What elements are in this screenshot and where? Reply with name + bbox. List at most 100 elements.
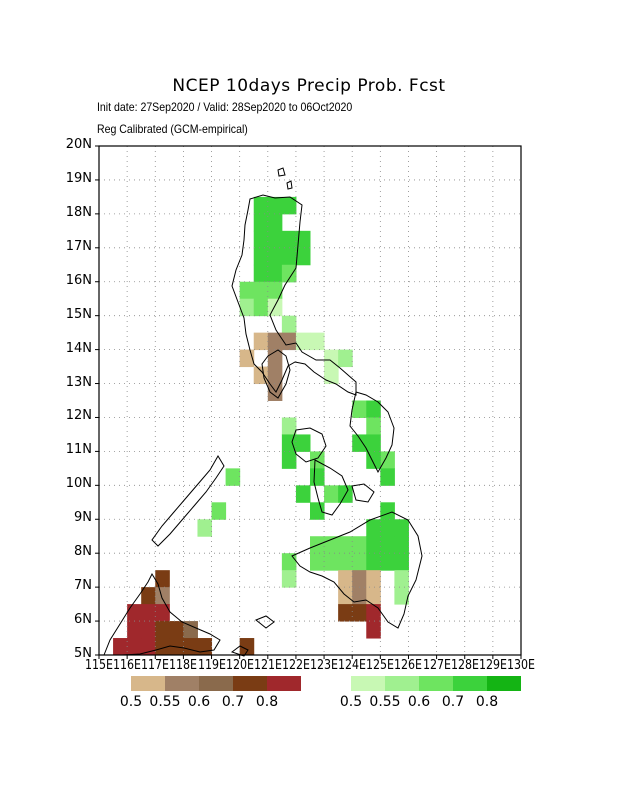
- probability-cell: [394, 587, 409, 605]
- legend-label: 0.7: [441, 694, 465, 710]
- legend-label: 0.8: [255, 694, 279, 710]
- lon-label: 117E: [141, 658, 170, 673]
- probability-cell: [295, 434, 311, 452]
- lon-label: 122E: [281, 658, 310, 673]
- probability-cell: [324, 349, 339, 368]
- probability-cell: [267, 196, 283, 215]
- legend-swatch: [351, 676, 385, 691]
- legend-swatch: [199, 676, 233, 691]
- legend-label: 0.5: [339, 694, 363, 710]
- lat-label: 6N: [74, 612, 92, 628]
- probability-cell: [366, 400, 381, 418]
- map-title: NCEP 10days Precip Prob. Fcst: [172, 76, 446, 96]
- panay-coast: [291, 427, 327, 463]
- probability-cell: [225, 468, 241, 486]
- probability-cell: [295, 247, 311, 266]
- probability-cell: [155, 570, 170, 588]
- probability-cell: [366, 570, 381, 588]
- probability-cell: [295, 230, 311, 249]
- legend-swatch: [419, 676, 453, 691]
- probability-cell: [239, 349, 255, 368]
- probability-cell: [267, 213, 283, 232]
- probability-cell: [281, 570, 297, 588]
- probability-cell: [338, 536, 353, 554]
- probability-cell: [324, 553, 339, 571]
- calibration-note: Reg Calibrated (GCM-empirical): [97, 122, 248, 136]
- probability-cell: [352, 536, 367, 554]
- probability-cell: [155, 587, 170, 605]
- probability-cell: [267, 230, 283, 249]
- samar-leyte-coast: [349, 391, 395, 474]
- probability-cell: [253, 298, 269, 317]
- probability-cell: [267, 247, 283, 266]
- probability-cell: [380, 519, 395, 537]
- probability-cell: [380, 451, 395, 469]
- probability-cell: [281, 417, 297, 435]
- probability-cell: [281, 247, 297, 266]
- probability-cell: [281, 264, 297, 283]
- lat-label: 10N: [65, 476, 92, 492]
- probability-cell: [281, 315, 297, 334]
- lon-label: 129E: [478, 658, 507, 673]
- lat-label: 15N: [65, 306, 92, 322]
- lon-label: 125E: [366, 658, 395, 673]
- lat-label: 12N: [65, 408, 92, 424]
- bohol-coast: [351, 483, 375, 503]
- probability-cell: [338, 570, 353, 588]
- probability-cell: [324, 366, 339, 385]
- probability-cell: [281, 451, 297, 469]
- probability-cell: [352, 400, 367, 418]
- legend-swatch: [233, 676, 267, 691]
- forecast-dates: Init date: 27Sep2020 / Valid: 28Sep2020 …: [97, 100, 353, 114]
- probability-cell: [380, 468, 395, 486]
- probability-cell: [253, 213, 269, 232]
- probability-cell: [394, 570, 409, 588]
- lon-label: 116E: [113, 658, 142, 673]
- probability-cell: [239, 638, 255, 656]
- lon-label: 120E: [225, 658, 254, 673]
- probability-cell: [127, 638, 142, 656]
- mindoro-coast: [261, 349, 291, 399]
- probability-cell: [141, 621, 156, 639]
- probability-cell: [267, 281, 283, 300]
- legend-label: 0.55: [149, 694, 181, 710]
- probability-cell: [310, 332, 325, 351]
- probability-cell: [366, 434, 381, 452]
- lon-label: 128E: [450, 658, 479, 673]
- probability-cell: [281, 230, 297, 249]
- probability-cell: [324, 485, 339, 503]
- legend-swatch: [385, 676, 419, 691]
- borneo-coast: [103, 572, 221, 656]
- probability-cell: [352, 434, 367, 452]
- probability-cell: [366, 519, 381, 537]
- probability-cell: [394, 536, 409, 554]
- lat-label: 9N: [74, 510, 92, 526]
- probability-cell: [295, 332, 311, 351]
- probability-cell: [127, 621, 142, 639]
- probability-cell: [211, 502, 227, 520]
- probability-cell: [366, 587, 381, 605]
- probability-cell: [155, 604, 170, 622]
- probability-cell: [141, 587, 156, 605]
- probability-cell: [295, 485, 311, 503]
- lat-label: 13N: [65, 374, 92, 390]
- lat-label: 18N: [65, 204, 92, 220]
- probability-cell: [310, 553, 325, 571]
- probability-cell: [366, 604, 381, 622]
- legend-label: 0.6: [187, 694, 211, 710]
- lon-label: 118E: [169, 658, 198, 673]
- axis-ticks: [95, 145, 522, 659]
- probability-cell: [267, 298, 283, 317]
- probability-cell: [380, 502, 395, 520]
- probability-cell: [267, 264, 283, 283]
- probability-cell: [366, 417, 381, 435]
- probability-cell: [324, 536, 339, 554]
- probability-cell: [281, 553, 297, 571]
- probability-cell: [338, 349, 353, 368]
- lon-label: 123E: [310, 658, 339, 673]
- probability-cell: [267, 366, 283, 385]
- lon-label: 121E: [253, 658, 282, 673]
- legend-label: 0.6: [407, 694, 431, 710]
- lon-label: 115E: [84, 658, 114, 673]
